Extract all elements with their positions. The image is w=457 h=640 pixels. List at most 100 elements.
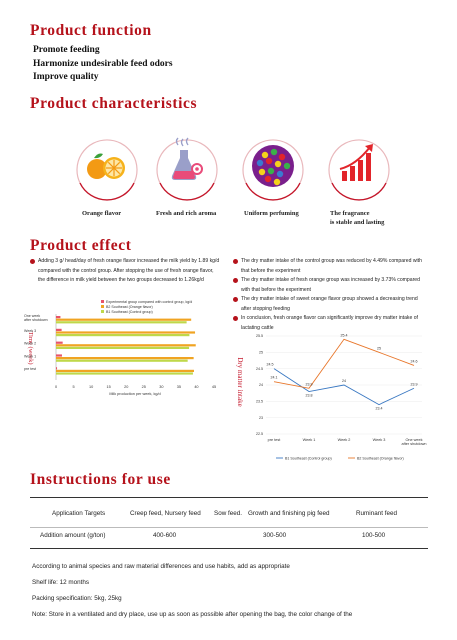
effect-bullet: The dry matter intake of fresh orange gr… (233, 276, 429, 295)
char-label-uniform: Uniform perfuming (244, 210, 299, 217)
bar (56, 341, 63, 344)
y-tick-label: 22.5 (256, 432, 263, 436)
bar (56, 321, 187, 324)
data-label: 24 (342, 379, 346, 383)
aroma-flask-icon (152, 131, 222, 201)
x-tick-label: 10 (89, 385, 93, 389)
x-tick-label: Week 2 (338, 438, 351, 442)
table-rule-bottom (30, 548, 428, 549)
bar (56, 354, 62, 357)
characteristics-icons: Orange flavor Fresh and rich aroma (0, 127, 457, 226)
data-label: 23.8 (306, 394, 313, 398)
function-item: Harmonize undesirable feed odors (33, 58, 173, 69)
table-header-c3: Growth and finishing pig feed (248, 510, 330, 517)
note-line: Shelf life: 12 months (32, 579, 90, 586)
bar (56, 328, 62, 331)
category-label: One week (24, 314, 40, 318)
legend-label: Experimental group compared with control… (106, 300, 192, 304)
x-tick-label: 40 (194, 385, 198, 389)
bar (56, 372, 193, 375)
effect-bullet: In conclusion, fresh orange flavor can s… (233, 314, 429, 333)
char-label-lasting: The fragrance is stable and lasting (330, 209, 384, 227)
x-tick-label: 35 (177, 385, 181, 389)
section-title-function: Product function (30, 22, 152, 39)
legend-swatch (101, 305, 104, 308)
data-label: 23.4 (376, 407, 383, 411)
x-tick-label: One week (405, 438, 422, 442)
section-title-instructions: Instructions for use (30, 471, 171, 488)
y-tick-label: 25.5 (256, 334, 263, 338)
x-tick-label: 0 (55, 385, 57, 389)
data-label: 25 (377, 346, 381, 350)
function-list: Promote feeding Harmonize undesirable fe… (33, 44, 173, 85)
y-tick-label: 23.5 (256, 400, 263, 404)
effect-bullet: The dry matter intake of sweet orange fl… (233, 295, 429, 314)
effect-bullet: Adding 3 g/ head/day of fresh orange fla… (30, 257, 222, 286)
x-tick-label: Week 3 (373, 438, 386, 442)
category-label: Week 2 (24, 342, 36, 346)
category-label: after shutdown (24, 318, 48, 322)
table-header-c2: Sow feed. (214, 510, 243, 517)
char-label-lasting-line1: The fragrance (330, 210, 370, 217)
y-tick-label: 24.5 (256, 367, 263, 371)
section-title-effect: Product effect (30, 237, 132, 254)
bar (56, 367, 58, 370)
legend-label: B1 Southeast (Control group) (285, 456, 332, 460)
section-title-characteristics: Product characteristics (30, 95, 198, 112)
orange-icon (72, 131, 142, 201)
bar (56, 346, 190, 349)
table-row-label: Addition amount (g/ton) (40, 532, 106, 539)
note-line: According to animal species and raw mate… (32, 563, 290, 570)
x-tick-label: 25 (142, 385, 146, 389)
x-tick-label: pre test (268, 438, 282, 442)
table-rule-mid (30, 527, 428, 528)
char-label-lasting-line2: is stable and lasting (330, 219, 385, 226)
data-label: 24.5 (267, 363, 274, 367)
table-header-label: Application Targets (52, 510, 106, 517)
series-line (273, 338, 415, 389)
legend-label: B2 Southeast (Orange flavor) (106, 305, 153, 309)
x-tick-label: 15 (107, 385, 111, 389)
bar (56, 369, 194, 372)
milk-production-bar-chart: Experimental group compared with control… (24, 300, 216, 396)
bar (56, 316, 61, 319)
char-label-orange: Orange flavor (82, 210, 122, 217)
effect-right-bullets: The dry matter intake of the control gro… (233, 257, 429, 333)
table-row-c1: 400-600 (153, 532, 177, 539)
series-line (273, 368, 415, 406)
x-tick-label: after shutdown (402, 442, 427, 446)
table-row-c2: 300-500 (263, 532, 287, 539)
x-tick-label: 5 (72, 385, 74, 389)
usage-notes: According to animal species and raw mate… (32, 559, 352, 623)
y-tick-label: 25 (259, 351, 263, 355)
category-label: pre test (24, 367, 36, 371)
table-row-c3: 100-500 (362, 532, 386, 539)
x-tick-label: 20 (124, 385, 128, 389)
legend-swatch (101, 300, 104, 303)
colored-dots-icon (238, 131, 308, 201)
legend-label: B1 Southeast (Control group) (106, 310, 153, 314)
data-label: 23.9 (411, 382, 418, 386)
data-label: 24.1 (271, 376, 278, 380)
function-item: Improve quality (33, 72, 99, 82)
x-tick-label: 45 (212, 385, 216, 389)
growth-arrow-icon (324, 131, 394, 201)
bar (56, 344, 196, 347)
table-header-c1: Creep feed, Nursery feed (130, 510, 201, 517)
bar (56, 318, 192, 321)
x-tick-label: 30 (159, 385, 163, 389)
data-label: 24.6 (411, 359, 418, 363)
table-header-c4: Ruminant feed (356, 510, 397, 517)
function-item: Promote feeding (33, 45, 100, 55)
char-label-aroma: Fresh and rich aroma (156, 210, 217, 217)
x-axis-title: Milk production per week, kg/d (109, 392, 160, 396)
y-tick-label: 23 (259, 416, 263, 420)
effect-left-bullets: Adding 3 g/ head/day of fresh orange fla… (30, 257, 222, 286)
data-label: 25.4 (341, 333, 348, 337)
legend-swatch (101, 310, 104, 313)
x-tick-label: Week 1 (303, 438, 316, 442)
bar (56, 334, 190, 337)
category-label: Week 3 (24, 329, 36, 333)
y-tick-label: 24 (259, 383, 263, 387)
bar (56, 359, 188, 362)
